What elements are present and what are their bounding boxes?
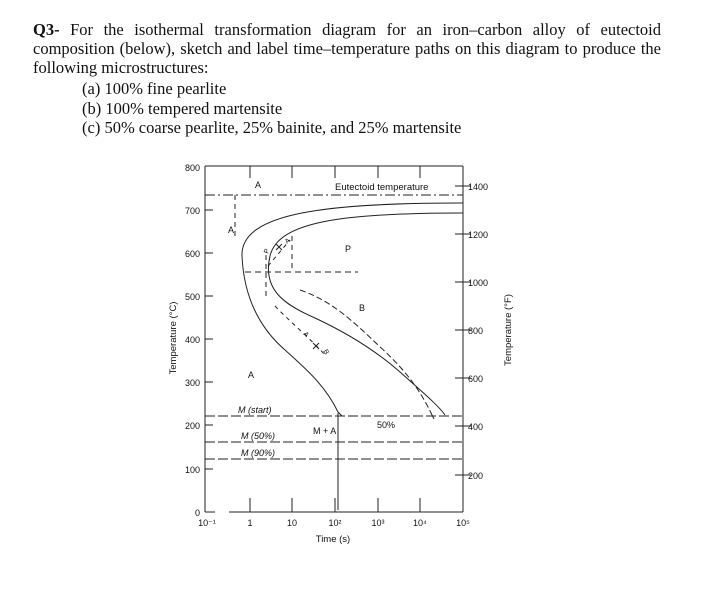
part-b: (b) 100% tempered martensite (82, 98, 283, 118)
y-right-tick-400: 400 (468, 422, 483, 432)
y-left-tick-100: 100 (185, 465, 200, 475)
label-a-mid: A (228, 225, 234, 235)
x-tick-1: 1 (247, 518, 252, 528)
y-right-tick-600: 600 (468, 374, 483, 384)
x-tick-2: 10 (287, 518, 297, 528)
y-right-tick-200: 200 (468, 471, 483, 481)
question-parts: (a) 100% fine pearlite (b) 100% tempered… (82, 79, 461, 138)
austenite-guide-1 (274, 305, 326, 356)
y-right-tick-marks (455, 185, 471, 476)
label-m-50: M (50%) (241, 431, 275, 441)
y-right-tick-800: 800 (468, 326, 483, 336)
start-curve (241, 202, 464, 413)
path-label-b: B (321, 349, 330, 357)
x-tick-5: 10⁴ (413, 518, 427, 528)
y-right-tick-1400: 1400 (468, 182, 488, 192)
label-b: B (359, 303, 365, 313)
part-c: (c) 50% coarse pearlite, 25% bainite, an… (82, 118, 462, 137)
path-label-a2: A (301, 331, 310, 339)
label-a-top: A (255, 180, 261, 190)
x-tick-6: 10⁵ (456, 518, 470, 528)
label-eutectoid: Eutectoid temperature (335, 182, 428, 193)
finish-curve (268, 212, 464, 416)
y-right-tick-1200: 1200 (468, 230, 488, 240)
question-text: Q3- For the isothermal transformation di… (33, 20, 661, 77)
x-tick-3: 10² (328, 518, 341, 528)
y-left-tick-300: 300 (185, 378, 200, 388)
path-label-p: P (263, 248, 271, 255)
label-a-low: A (248, 370, 254, 380)
question-body: For the isothermal transformation diagra… (33, 20, 662, 77)
y-left-tick-200: 200 (185, 421, 200, 431)
y-left-axis-title: Temperature (°C) (168, 302, 179, 375)
fifty-percent-curve-end (431, 414, 435, 420)
label-m-90: M (90%) (241, 448, 275, 458)
path-label-a: A (284, 237, 292, 246)
part-a: (a) 100% fine pearlite (82, 79, 227, 98)
y-left-tick-400: 400 (185, 335, 200, 345)
y-left-tick-marks (205, 209, 213, 513)
y-left-tick-0: 0 (195, 508, 200, 518)
label-fifty-percent: 50% (377, 420, 395, 430)
y-left-tick-600: 600 (185, 249, 200, 259)
x-axis-title: Time (s) (316, 534, 350, 545)
y-right-axis-title: Temperature (°F) (503, 294, 514, 366)
x-tick-0: 10⁻¹ (198, 518, 216, 528)
x-tick-4: 10³ (371, 518, 384, 528)
label-m-start: M (start) (238, 405, 272, 415)
label-p: P (345, 244, 351, 254)
question-number: Q3- (33, 20, 60, 39)
path-markers (275, 243, 320, 350)
y-right-tick-1000: 1000 (468, 278, 488, 288)
x-tick-marks (249, 166, 421, 512)
y-left-tick-700: 700 (185, 206, 200, 216)
start-curve-tail (337, 411, 343, 417)
label-m-plus-a: M + A (313, 426, 336, 436)
fifty-percent-curve (299, 289, 433, 416)
austenite-guide-2 (267, 239, 291, 267)
y-left-tick-500: 500 (185, 292, 200, 302)
y-left-tick-800: 800 (185, 163, 200, 173)
